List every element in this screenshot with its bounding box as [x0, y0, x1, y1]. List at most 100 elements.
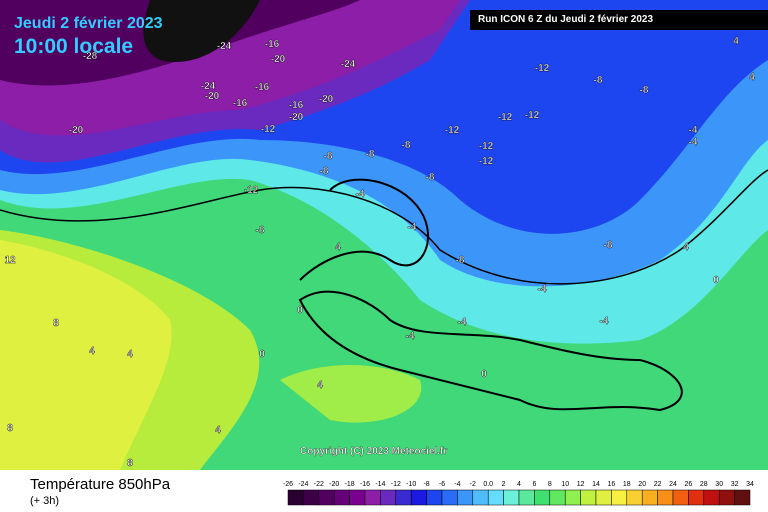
scale-label: -18	[345, 481, 355, 488]
scale-swatch	[518, 489, 535, 506]
contour-label: -24	[217, 41, 232, 52]
scale-swatch	[457, 489, 474, 506]
warm-core	[0, 240, 172, 470]
scale-label: -22	[314, 481, 324, 488]
scale-label: -6	[439, 481, 445, 488]
scale-label: 30	[715, 481, 723, 488]
contour-label: -4	[356, 189, 365, 200]
contour-label: 4	[733, 36, 739, 47]
scale-swatch	[441, 489, 458, 506]
scale-swatch	[349, 489, 366, 506]
map-labels: -28-24 -16-20-24-20-16-16-20-16-20-12-24-…	[4, 36, 755, 469]
contour-label: -4	[408, 222, 417, 233]
contour-label: -28	[83, 51, 98, 62]
extreme-cold-area	[143, 0, 260, 62]
coastline	[298, 290, 683, 412]
contour-label: 8	[127, 458, 133, 469]
contour-label: -20	[205, 91, 220, 102]
contour-label: -16	[233, 98, 248, 109]
contour-label: -8	[640, 85, 649, 96]
scale-swatch	[287, 489, 304, 506]
scale-label: -16	[360, 481, 370, 488]
copyright: Copyright (C) 2023 Meteociel.fr	[300, 446, 447, 457]
scale-label: 34	[746, 481, 754, 488]
run-banner	[470, 10, 768, 30]
scale-label: 4	[517, 481, 521, 488]
scale-swatch	[503, 489, 520, 506]
contour-label: -20	[289, 112, 304, 123]
scale-label: 0.0	[483, 481, 493, 488]
scale-label: -24	[298, 481, 308, 488]
scale-label: 24	[669, 481, 677, 488]
contour-label: -12	[535, 63, 550, 74]
scale-swatch	[626, 489, 643, 506]
contour-label: -12	[525, 110, 540, 121]
scale-swatch	[549, 489, 566, 506]
contour-label: 0	[713, 275, 719, 286]
contour-label: -4	[406, 331, 415, 342]
scale-swatch	[395, 489, 412, 506]
contour-label: -16	[255, 82, 270, 93]
scale-label: -10	[406, 481, 416, 488]
scale-label: -12	[391, 481, 401, 488]
scale-label: 2	[502, 481, 506, 488]
scale-label: 20	[638, 481, 646, 488]
scale-swatch	[734, 489, 751, 506]
contour-label: -12	[479, 141, 494, 152]
contour-label: -12	[261, 124, 276, 135]
scale-swatch	[534, 489, 551, 506]
scale-swatch	[641, 489, 658, 506]
run-info: Run ICON 6 Z du Jeudi 2 février 2023	[478, 14, 653, 25]
contour-label: -8	[402, 140, 411, 151]
contour-label: 0	[259, 349, 265, 360]
scale-swatch	[410, 489, 427, 506]
scale-label: -26	[283, 481, 293, 488]
contour-label: -20	[319, 94, 334, 105]
contour-label: -24	[201, 81, 216, 92]
contour-label: 4	[683, 242, 689, 253]
scale-swatch	[688, 489, 705, 506]
contour-label: 4	[215, 425, 221, 436]
scale-swatch	[564, 489, 581, 506]
scale-label: -2	[470, 481, 476, 488]
scale-swatch	[303, 489, 320, 506]
scale-label: 10	[561, 481, 569, 488]
footer-step: (+ 3h)	[30, 495, 59, 507]
color-scale: -26 -24 -22 -20 -18 -16 -14 -12 -10 -8 -6 -4 -2 0.0 2 4…	[283, 481, 754, 506]
scale-label: 12	[577, 481, 585, 488]
contour-label: 4	[89, 346, 95, 357]
contour-label: -4	[458, 317, 467, 328]
contour-label: 4	[749, 72, 755, 83]
scale-label: 6	[532, 481, 536, 488]
scale-swatch	[364, 489, 381, 506]
scale-label: 26	[685, 481, 693, 488]
contour-label: 12	[4, 255, 16, 266]
date: Jeudi 2 février 2023	[14, 15, 163, 32]
scale-swatch	[611, 489, 628, 506]
scale-swatch	[703, 489, 720, 506]
scale-label: -4	[454, 481, 460, 488]
time: 10:00 locale	[14, 35, 133, 58]
contour-label: -20	[69, 125, 84, 136]
contour-label: -24	[341, 59, 356, 70]
scale-swatch	[318, 489, 335, 506]
scale-swatch	[672, 489, 689, 506]
scale-swatch	[487, 489, 504, 506]
contour-label: 4	[127, 349, 133, 360]
contour-label: -8	[604, 240, 613, 251]
scale-swatch	[657, 489, 674, 506]
contour-label: -4	[689, 137, 698, 148]
scale-label: 16	[608, 481, 616, 488]
scale-label: 28	[700, 481, 708, 488]
scale-swatch	[580, 489, 597, 506]
scale-swatch	[472, 489, 489, 506]
footer-title: Température 850hPa	[30, 476, 171, 493]
contour-label: -8	[366, 149, 375, 160]
scale-swatch	[718, 489, 735, 506]
contour-label: -12	[498, 112, 513, 123]
contour-label: -12	[244, 185, 259, 196]
contour-label: -8	[426, 172, 435, 183]
map: Run ICON 6 Z du Jeudi 2 février 2023 Jeu…	[0, 0, 768, 470]
contour-label: -16	[289, 100, 304, 111]
scale-label: 22	[654, 481, 662, 488]
